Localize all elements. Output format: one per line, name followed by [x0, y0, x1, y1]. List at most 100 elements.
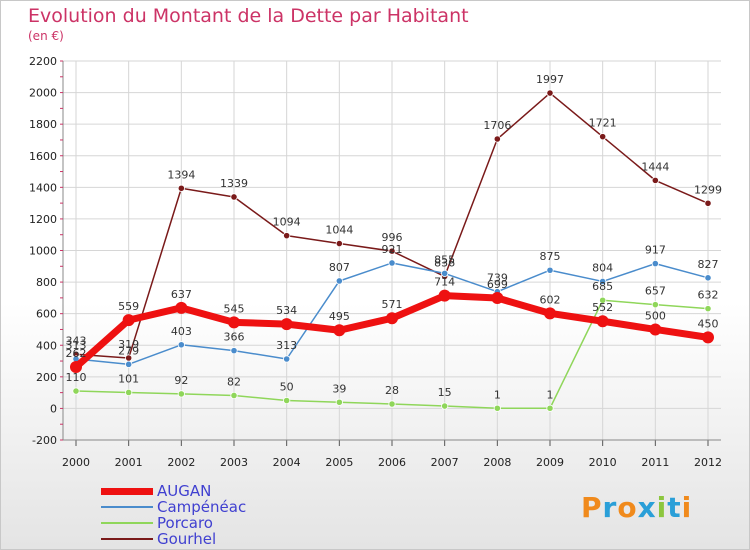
legend-item: AUGAN	[101, 482, 246, 500]
legend-item: Gourhel	[101, 530, 246, 548]
data-point	[70, 361, 82, 374]
y-tick-label: 1200	[29, 213, 57, 226]
data-label: 836	[434, 256, 455, 269]
y-tick-label: 1800	[29, 118, 57, 131]
data-point	[228, 316, 240, 329]
data-label: 366	[224, 331, 245, 344]
data-label: 1339	[220, 177, 248, 190]
x-tick-label: 2004	[273, 456, 301, 469]
data-point	[177, 184, 185, 192]
data-label: 827	[698, 258, 719, 271]
data-label: 50	[280, 381, 294, 394]
logo-letter: r	[602, 491, 618, 524]
data-label: 313	[276, 339, 297, 352]
legend-swatch	[101, 506, 153, 508]
data-point	[283, 232, 291, 240]
data-label: 637	[171, 288, 192, 301]
data-point	[599, 277, 607, 286]
series-lines	[70, 89, 714, 412]
data-point	[388, 247, 396, 255]
legend: AUGAN Campénéac Porcaro Gourhel	[101, 482, 247, 548]
data-point	[441, 269, 449, 277]
x-tick-label: 2006	[378, 456, 406, 469]
logo-letter: i	[681, 491, 693, 524]
data-label: 875	[540, 250, 561, 263]
proxiti-logo: Proxiti	[581, 491, 692, 524]
x-tick-label: 2001	[115, 456, 143, 469]
data-point	[283, 396, 291, 405]
legend-item: Porcaro	[101, 514, 246, 532]
data-label: 996	[382, 231, 403, 244]
logo-letter: P	[581, 491, 603, 524]
data-label: 559	[118, 300, 139, 313]
legend-swatch	[101, 538, 153, 540]
data-label: 101	[118, 372, 139, 385]
data-label: 807	[329, 261, 350, 274]
data-label: 602	[540, 293, 561, 306]
axes: -200 0 200 400 600 800 1000 1200 1400 1600 1800 200…	[29, 55, 722, 469]
data-point	[388, 259, 396, 267]
data-point	[704, 274, 712, 282]
y-tick-label: 1600	[29, 150, 57, 163]
logo-letter: i	[656, 491, 668, 524]
data-label: 685	[592, 280, 613, 293]
data-point	[438, 289, 451, 302]
data-label: 804	[592, 261, 613, 274]
data-point	[177, 341, 185, 349]
y-tick-label: 1000	[29, 245, 57, 258]
data-label: 921	[382, 243, 403, 256]
data-label: 534	[276, 304, 297, 317]
data-point	[125, 388, 133, 397]
data-label: 495	[329, 310, 350, 323]
data-point	[333, 324, 346, 337]
data-label: 1997	[536, 73, 564, 86]
y-tick-label: 1400	[29, 181, 57, 194]
data-point	[599, 296, 607, 304]
x-tick-label: 2009	[536, 456, 564, 469]
data-label: 1094	[273, 216, 301, 229]
data-label: 1444	[641, 160, 669, 173]
data-point	[651, 176, 659, 184]
legend-label: Campénéac	[157, 498, 247, 516]
data-point	[230, 347, 238, 355]
data-label: 917	[645, 244, 666, 257]
data-point	[230, 193, 238, 201]
y-tick-label: 2000	[29, 87, 57, 100]
data-labels: 343 319 1394 1339 1094 1044 996 836 1706 1997 1721…	[66, 73, 723, 401]
data-label: 699	[487, 278, 508, 291]
data-label: 319	[118, 338, 139, 351]
data-label: 1	[547, 388, 554, 401]
x-tick-label: 2008	[483, 456, 511, 469]
data-label: 92	[174, 374, 188, 387]
data-point	[280, 318, 293, 331]
data-label: 545	[224, 302, 245, 315]
data-point	[177, 390, 185, 398]
data-point	[386, 312, 398, 325]
legend-label: AUGAN	[157, 482, 212, 500]
data-label: 632	[698, 289, 719, 302]
data-point	[283, 355, 291, 363]
data-label: 403	[171, 325, 192, 338]
data-label: 739	[487, 272, 508, 285]
data-point	[704, 199, 712, 207]
data-label: 1299	[694, 183, 722, 196]
data-point	[546, 404, 554, 412]
data-point	[335, 277, 343, 285]
data-label: 279	[118, 344, 139, 357]
data-point	[702, 331, 714, 344]
data-label: 262	[66, 347, 87, 360]
x-tick-label: 2005	[325, 456, 353, 469]
data-point	[491, 292, 504, 305]
data-point	[651, 260, 659, 268]
data-point	[493, 404, 501, 412]
data-point	[441, 402, 449, 410]
data-point	[230, 391, 238, 400]
legend-swatch	[101, 487, 153, 495]
data-point	[493, 135, 501, 143]
data-label: 39	[332, 382, 346, 395]
data-label: 657	[645, 285, 666, 298]
x-tick-label: 2010	[589, 456, 617, 469]
data-label: 714	[434, 276, 455, 289]
